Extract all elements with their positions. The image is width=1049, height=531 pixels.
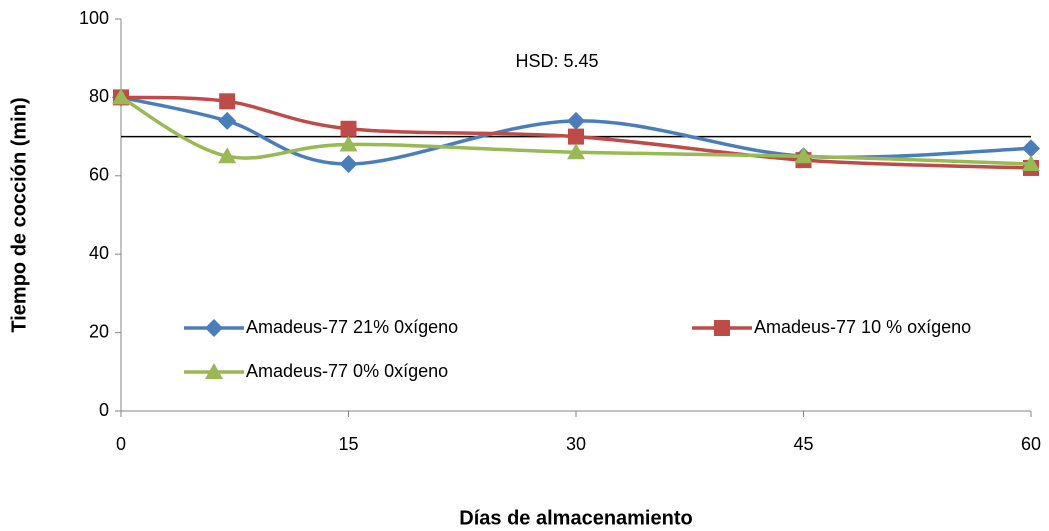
marker	[112, 88, 130, 105]
y-tick-label: 80	[89, 86, 109, 106]
marker	[1022, 139, 1040, 158]
legend-label: Amadeus-77 10 % oxígeno	[754, 317, 971, 337]
annotation: HSD: 5.45	[515, 51, 598, 71]
marker	[339, 135, 358, 152]
marker	[218, 111, 237, 130]
x-tick-label: 30	[566, 434, 586, 454]
legend-marker	[714, 320, 730, 336]
x-tick-label: 45	[793, 434, 813, 454]
y-tick-label: 100	[79, 8, 109, 28]
y-tick-label: 60	[89, 165, 109, 185]
y-tick-label: 40	[89, 243, 109, 263]
legend-marker	[205, 363, 223, 379]
marker	[340, 120, 357, 137]
x-axis-title: Días de almacenamiento	[459, 507, 692, 529]
y-tick-label: 20	[89, 321, 109, 341]
x-tick-label: 60	[1021, 434, 1041, 454]
legend-label: Amadeus-77 21% 0xígeno	[246, 317, 458, 337]
marker	[567, 143, 585, 160]
x-tick-label: 0	[116, 434, 126, 454]
y-tick-label: 0	[99, 400, 109, 420]
y-axis-title: Tiempo de cocción (min)	[8, 97, 30, 332]
x-tick-label: 15	[338, 434, 358, 454]
marker	[339, 155, 358, 174]
legend-label: Amadeus-77 0% 0xígeno	[246, 361, 448, 381]
marker	[568, 128, 584, 145]
marker	[1022, 155, 1040, 172]
marker	[219, 93, 236, 110]
legend-marker	[205, 319, 223, 337]
marker	[218, 147, 237, 164]
marker	[794, 147, 813, 164]
marker	[567, 111, 585, 130]
